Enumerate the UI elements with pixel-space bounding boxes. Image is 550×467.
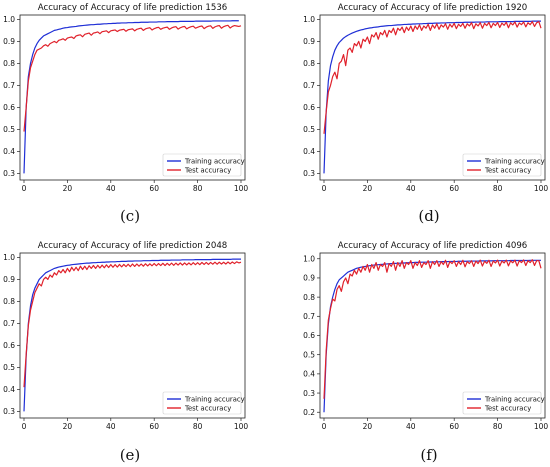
plot-frame: [319, 14, 546, 181]
y-tick-label: 0.5: [303, 125, 315, 134]
x-tick-label: 20: [363, 422, 373, 431]
y-tick-label: 0.8: [303, 59, 315, 68]
chart-panel-0: Accuracy of Accuracy of life prediction …: [3, 3, 248, 193]
y-tick-label: 0.9: [3, 37, 15, 46]
legend-label: Training accuracy: [184, 396, 245, 404]
chart-title: Accuracy of Accuracy of life prediction …: [38, 3, 228, 13]
y-tick-label: 1.0: [303, 254, 315, 263]
y-tick-label: 0.4: [3, 385, 15, 394]
x-tick-label: 0: [22, 422, 27, 431]
panel-caption-d: (d): [418, 207, 440, 225]
chart-panel-3: Accuracy of Accuracy of life prediction …: [303, 241, 548, 431]
x-tick-label: 100: [234, 422, 249, 431]
series-line-test: [323, 21, 542, 134]
y-tick-label: 0.7: [303, 81, 315, 90]
plot-frame: [19, 14, 246, 181]
y-tick-label: 0.2: [303, 408, 315, 417]
x-tick-label: 40: [106, 184, 116, 193]
y-tick-label: 0.3: [3, 169, 15, 178]
y-tick-label: 0.8: [3, 297, 15, 306]
legend-box: [462, 153, 542, 177]
series-line-training: [23, 258, 241, 412]
y-tick-label: 0.5: [303, 350, 315, 359]
y-tick-label: 0.3: [3, 407, 15, 416]
x-tick-label: 40: [406, 184, 416, 193]
series-line-training: [23, 20, 239, 174]
x-tick-label: 80: [493, 184, 503, 193]
legend-label: Test accuracy: [484, 167, 531, 175]
y-tick-label: 0.9: [3, 275, 15, 284]
y-tick-label: 0.8: [303, 293, 315, 302]
legend-label: Training accuracy: [484, 158, 545, 166]
series-line-test: [23, 24, 242, 132]
series-line-training: [323, 20, 541, 174]
y-tick-label: 0.3: [303, 169, 315, 178]
legend-label: Test accuracy: [184, 405, 231, 413]
y-tick-label: 0.4: [3, 147, 15, 156]
y-tick-label: 1.0: [3, 253, 15, 262]
legend-box: [162, 153, 242, 177]
x-tick-label: 80: [193, 184, 203, 193]
y-tick-label: 0.5: [3, 125, 15, 134]
series-line-test: [23, 261, 242, 388]
x-tick-label: 20: [63, 184, 73, 193]
legend-label: Test accuracy: [484, 405, 531, 413]
y-tick-label: 0.9: [303, 274, 315, 283]
x-tick-label: 40: [106, 422, 116, 431]
y-tick-label: 0.4: [303, 147, 315, 156]
x-tick-label: 20: [363, 184, 373, 193]
chart-panel-2: Accuracy of Accuracy of life prediction …: [3, 241, 248, 431]
x-tick-label: 60: [449, 184, 459, 193]
legend-label: Training accuracy: [484, 396, 545, 404]
x-tick-label: 0: [22, 184, 27, 193]
y-tick-label: 1.0: [303, 15, 315, 24]
x-tick-label: 60: [449, 422, 459, 431]
chart-panel-1: Accuracy of Accuracy of life prediction …: [303, 3, 548, 193]
legend-box: [162, 391, 242, 415]
y-tick-label: 0.6: [3, 103, 15, 112]
x-tick-label: 100: [534, 422, 549, 431]
panel-caption-f: (f): [420, 446, 438, 464]
y-tick-label: 0.4: [303, 370, 315, 379]
panel-caption-c: (c): [119, 207, 141, 225]
y-tick-label: 0.8: [3, 59, 15, 68]
series-line-training: [323, 259, 541, 413]
x-tick-label: 20: [63, 422, 73, 431]
chart-title: Accuracy of Accuracy of life prediction …: [38, 241, 228, 251]
x-tick-label: 100: [534, 184, 549, 193]
panel-caption-e: (e): [119, 446, 141, 464]
legend-label: Test accuracy: [184, 167, 231, 175]
y-tick-label: 0.9: [303, 37, 315, 46]
y-tick-label: 0.7: [3, 319, 15, 328]
y-tick-label: 1.0: [3, 15, 15, 24]
plot-frame: [19, 252, 246, 419]
chart-title: Accuracy of Accuracy of life prediction …: [338, 3, 528, 13]
y-tick-label: 0.7: [303, 312, 315, 321]
y-tick-label: 0.6: [303, 103, 315, 112]
y-tick-label: 0.5: [3, 363, 15, 372]
chart-title: Accuracy of Accuracy of life prediction …: [338, 241, 528, 251]
series-line-test: [323, 259, 542, 399]
legend-label: Training accuracy: [184, 158, 245, 166]
x-tick-label: 80: [193, 422, 203, 431]
x-tick-label: 40: [406, 422, 416, 431]
y-tick-label: 0.6: [3, 341, 15, 350]
legend-box: [462, 391, 542, 415]
x-tick-label: 100: [234, 184, 249, 193]
x-tick-label: 60: [149, 184, 159, 193]
y-tick-label: 0.3: [303, 389, 315, 398]
x-tick-label: 80: [493, 422, 503, 431]
x-tick-label: 0: [322, 184, 327, 193]
y-tick-label: 0.7: [3, 81, 15, 90]
x-tick-label: 60: [149, 422, 159, 431]
x-tick-label: 0: [322, 422, 327, 431]
y-tick-label: 0.6: [303, 331, 315, 340]
